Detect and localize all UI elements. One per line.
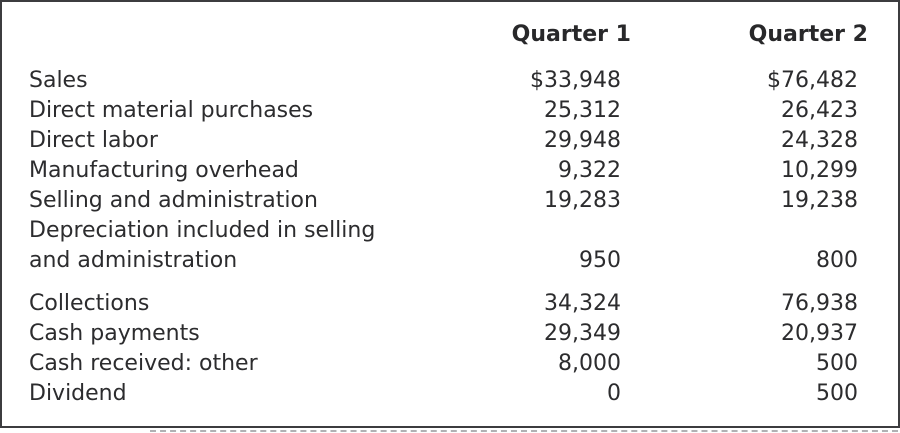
table-row: Depreciation included in selling	[29, 216, 858, 246]
table-row: Dividend 0 500	[29, 379, 858, 409]
table-row: Direct labor 29,948 24,328	[29, 126, 858, 156]
row-label: Direct labor	[29, 128, 158, 153]
table-row: Cash received: other 8,000 500	[29, 349, 858, 379]
quarter-1-value: 29,948	[544, 128, 621, 153]
table-row: Sales $33,948 $76,482	[29, 66, 858, 96]
table-header-row: Quarter 1 Quarter 2	[29, 20, 868, 50]
quarter-2-value: 800	[816, 248, 858, 273]
table-row: Manufacturing overhead 9,322 10,299	[29, 156, 858, 186]
row-label: Selling and administration	[29, 188, 318, 213]
quarter-1-value: 0	[607, 381, 621, 406]
quarter-2-value: 10,299	[781, 158, 858, 183]
quarter-1-value	[411, 216, 621, 246]
table-row: Cash payments 29,349 20,937	[29, 319, 858, 349]
row-label: Cash received: other	[29, 351, 258, 376]
quarter-2-value: 26,423	[781, 98, 858, 123]
quarter-2-value: 20,937	[781, 321, 858, 346]
row-label: Dividend	[29, 381, 127, 406]
row-label: Collections	[29, 291, 150, 316]
quarter-2-value	[621, 216, 858, 246]
quarter-2-value: 500	[816, 351, 858, 376]
quarter-1-value: 25,312	[544, 98, 621, 123]
row-label: Direct material purchases	[29, 98, 314, 123]
row-label: Sales	[29, 68, 88, 93]
header-spacer	[29, 20, 411, 50]
scan-edge-artifact	[0, 428, 900, 433]
quarter-2-value: 76,938	[781, 291, 858, 316]
quarter-1-value: 950	[579, 248, 621, 273]
quarter-2-value: 24,328	[781, 128, 858, 153]
table-row: Selling and administration 19,283 19,238	[29, 186, 858, 216]
quarter-1-value: 19,283	[544, 188, 621, 213]
row-label: Cash payments	[29, 321, 200, 346]
table-section: Collections 34,324 76,938 Cash payments 29,3…	[29, 289, 858, 409]
row-label: Depreciation included in selling	[29, 218, 376, 243]
table-section: Sales $33,948 $76,482 Direct material purch…	[29, 66, 858, 276]
table-row: and administration 950 800	[29, 246, 858, 276]
column-header-quarter-2: Quarter 2	[748, 22, 868, 47]
quarter-2-value: $76,482	[767, 68, 858, 93]
table-body: Sales $33,948 $76,482 Direct material purch…	[29, 66, 858, 409]
quarter-1-value: $33,948	[530, 68, 621, 93]
row-label: and administration	[29, 248, 238, 273]
row-label: Manufacturing overhead	[29, 158, 299, 183]
column-header-quarter-1: Quarter 1	[511, 22, 631, 47]
quarter-1-value: 34,324	[544, 291, 621, 316]
quarter-2-value: 19,238	[781, 188, 858, 213]
quarter-1-value: 9,322	[558, 158, 621, 183]
table-row: Collections 34,324 76,938	[29, 289, 858, 319]
quarter-2-value: 500	[816, 381, 858, 406]
quarter-1-value: 29,349	[544, 321, 621, 346]
table-row: Direct material purchases 25,312 26,423	[29, 96, 858, 126]
quarter-1-value: 8,000	[558, 351, 621, 376]
